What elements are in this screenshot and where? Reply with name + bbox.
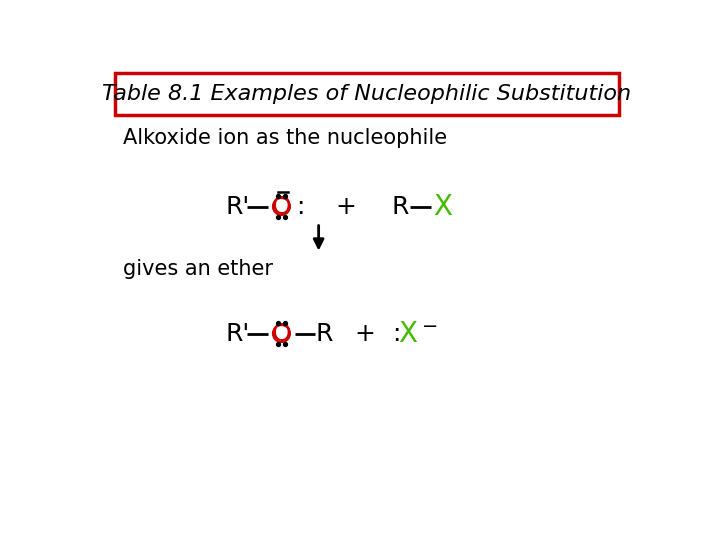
Text: Table 8.1 Examples of Nucleophilic Substitution: Table 8.1 Examples of Nucleophilic Subst… <box>102 84 631 104</box>
Text: R': R' <box>225 195 249 219</box>
FancyBboxPatch shape <box>114 72 618 115</box>
Text: O: O <box>271 195 291 219</box>
Text: +: + <box>355 322 376 346</box>
Text: X: X <box>398 320 418 348</box>
Text: R: R <box>391 195 409 219</box>
Text: :: : <box>296 195 305 219</box>
Text: R': R' <box>225 322 249 346</box>
Text: −: − <box>422 317 438 336</box>
Text: gives an ether: gives an ether <box>122 259 273 279</box>
Text: Alkoxide ion as the nucleophile: Alkoxide ion as the nucleophile <box>122 128 446 148</box>
Text: +: + <box>336 195 356 219</box>
Text: X: X <box>433 193 452 221</box>
Text: O: O <box>271 322 291 346</box>
Text: :: : <box>392 322 400 346</box>
Text: R: R <box>315 322 333 346</box>
